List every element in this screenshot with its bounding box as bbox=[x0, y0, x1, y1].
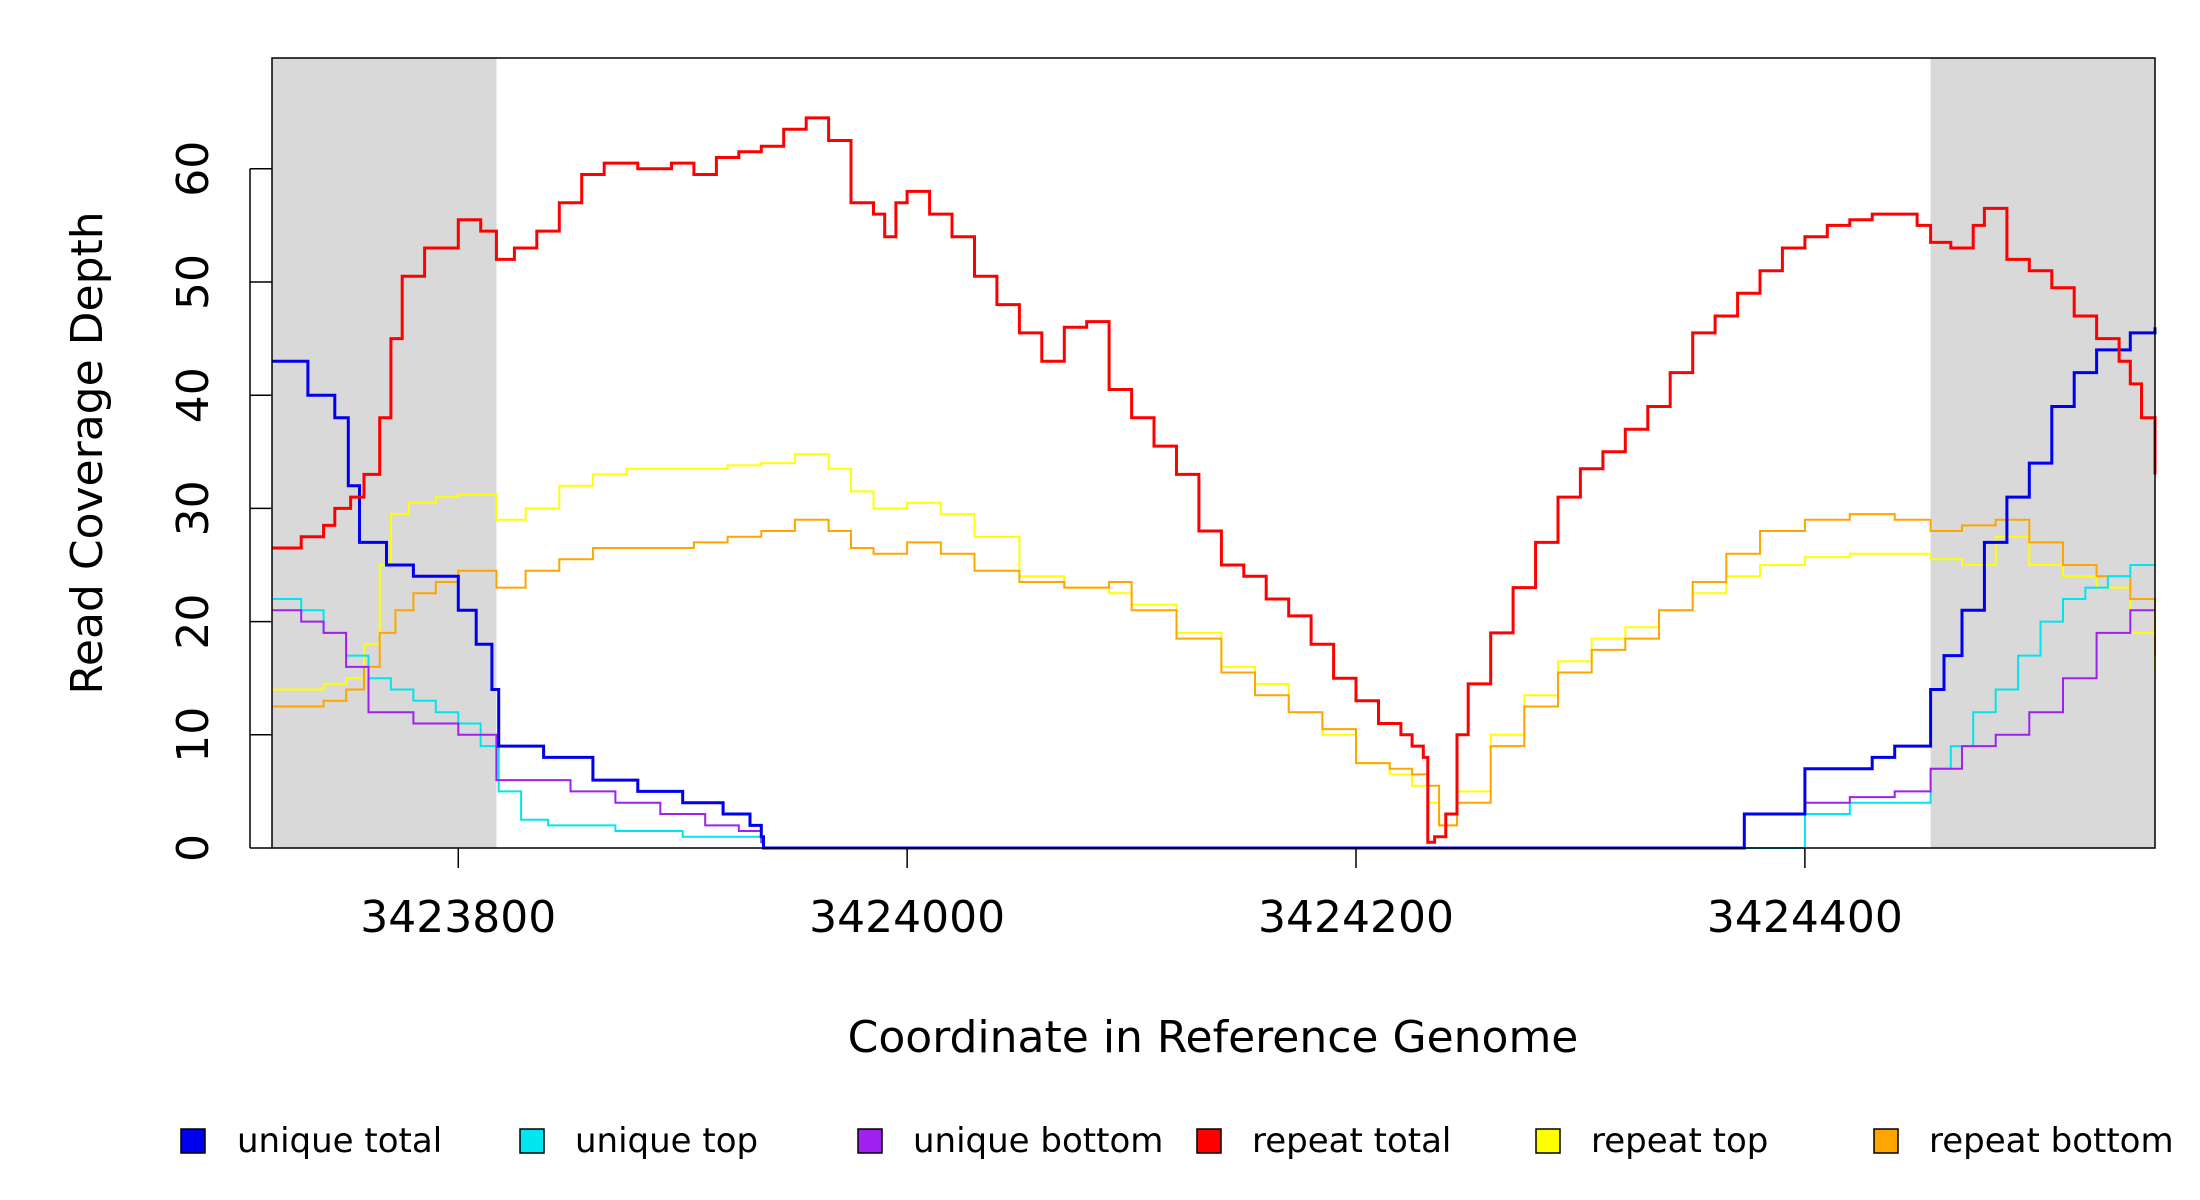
y-axis: 0 10 20 30 40 50 60 bbox=[168, 141, 272, 862]
legend-label: unique top bbox=[575, 1121, 758, 1161]
x-tick-label: 3424400 bbox=[1707, 892, 1903, 943]
x-tick-label: 3424200 bbox=[1258, 892, 1454, 943]
legend-swatch bbox=[1873, 1128, 1899, 1154]
legend: unique total unique top unique bottom repea… bbox=[180, 1121, 2174, 1161]
y-axis-title: Read Coverage Depth bbox=[62, 211, 113, 694]
legend-label: unique total bbox=[237, 1121, 442, 1161]
legend-swatch bbox=[180, 1128, 206, 1154]
x-tick-label: 3423800 bbox=[360, 892, 556, 943]
series-repeat-bottom bbox=[272, 513, 2156, 827]
y-tick-label: 10 bbox=[168, 707, 219, 763]
legend-swatch bbox=[519, 1128, 545, 1154]
series-unique-bottom bbox=[272, 609, 2155, 849]
legend-label: repeat bottom bbox=[1929, 1121, 2174, 1161]
x-axis: 3423800 3424000 3424200 3424400 bbox=[360, 848, 1903, 943]
legend-swatch bbox=[1196, 1128, 1222, 1154]
y-tick-label: 30 bbox=[168, 480, 219, 536]
y-tick-label: 20 bbox=[168, 594, 219, 650]
y-tick-label: 60 bbox=[168, 141, 219, 197]
legend-label: repeat top bbox=[1591, 1121, 1768, 1161]
legend-label: repeat total bbox=[1252, 1121, 1451, 1161]
legend-swatch bbox=[1535, 1128, 1561, 1154]
plot-frame bbox=[271, 57, 2156, 849]
series-repeat-total bbox=[272, 116, 2157, 844]
shaded-regions bbox=[272, 58, 2155, 848]
series-layer bbox=[272, 116, 2157, 850]
y-tick-label: 50 bbox=[168, 254, 219, 310]
shaded-region-1 bbox=[1930, 58, 2155, 848]
y-tick-label: 40 bbox=[168, 367, 219, 423]
series-unique-total bbox=[272, 327, 2157, 850]
shaded-region-0 bbox=[272, 58, 497, 848]
x-tick-label: 3424000 bbox=[809, 892, 1005, 943]
y-tick-label: 0 bbox=[168, 834, 219, 862]
series-unique-top bbox=[272, 564, 2155, 849]
legend-swatch bbox=[857, 1128, 883, 1154]
legend-label: unique bottom bbox=[913, 1121, 1163, 1161]
x-axis-title: Coordinate in Reference Genome bbox=[848, 1012, 1579, 1063]
